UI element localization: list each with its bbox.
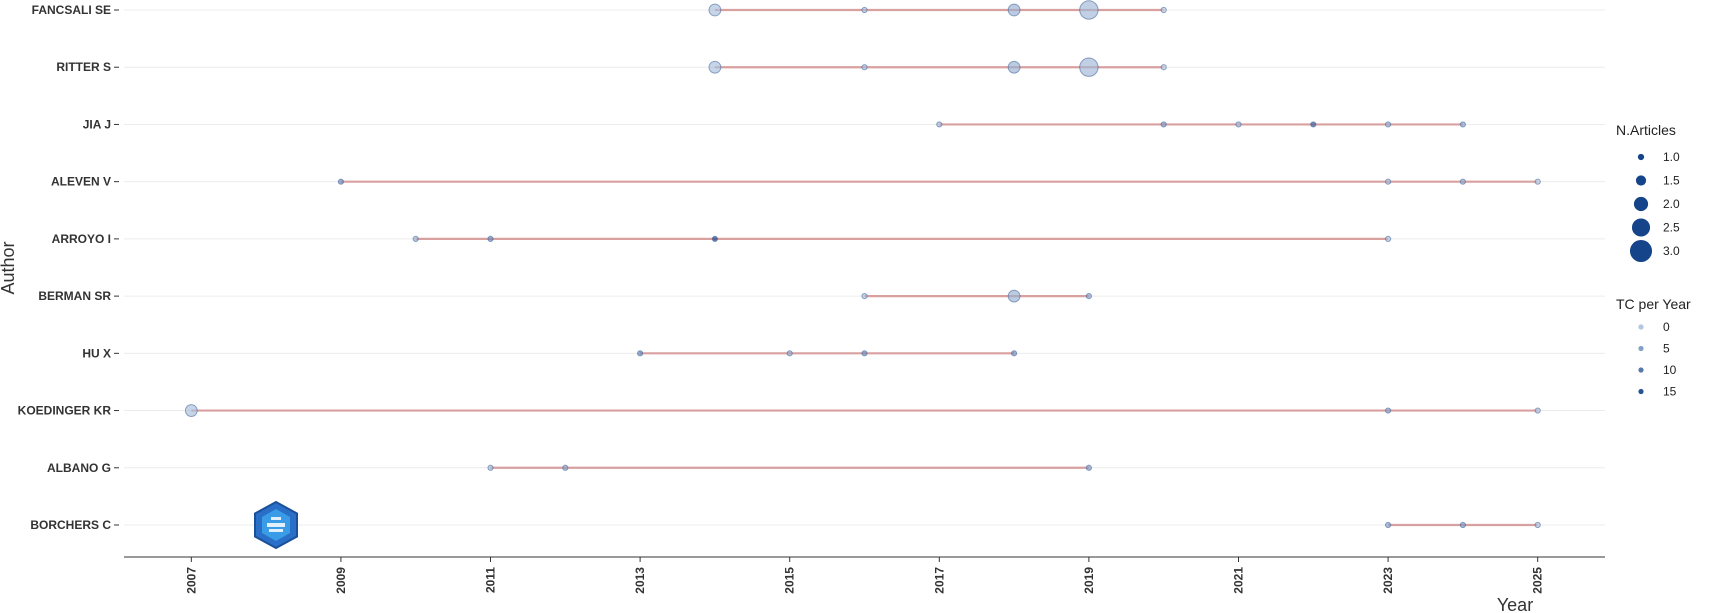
legend-size-label: 2.5 (1663, 221, 1680, 235)
data-point (1007, 60, 1021, 74)
author-timelines (191, 8, 1538, 527)
data-point (487, 464, 494, 471)
data-point (1079, 57, 1099, 77)
data-point (1534, 407, 1541, 414)
legend-color-marker (1638, 367, 1644, 373)
legend-color-marker (1638, 324, 1644, 330)
bibliometrix-logo (254, 500, 298, 550)
data-point (861, 6, 868, 14)
x-tick-label: 2009 (334, 567, 348, 594)
legend-tc-per-year: TC per Year 0 5 10 15 (1616, 296, 1691, 399)
y-tick-label: KOEDINGER KR (18, 404, 112, 418)
data-point (1384, 235, 1392, 242)
x-tick-label: 2015 (783, 567, 797, 594)
y-axis-title: Author (0, 241, 18, 294)
x-axis-title: Year (1497, 595, 1533, 613)
grid-lines (124, 9, 1605, 526)
legend-color-label: 5 (1663, 342, 1670, 356)
data-points (184, 0, 1541, 529)
y-tick-label: RITTER S (56, 60, 111, 74)
data-point (412, 235, 419, 242)
data-point (1384, 407, 1392, 414)
legend-n-articles: N.Articles 1.0 1.5 2.0 2.5 3.0 (1616, 122, 1680, 263)
data-point (1384, 121, 1392, 128)
y-tick-label: BERMAN SR (38, 289, 111, 303)
data-point (1079, 0, 1099, 20)
legend-size-label: 3.0 (1663, 244, 1680, 258)
data-point (708, 60, 722, 74)
y-tick-label: FANCSALI SE (32, 3, 111, 17)
legend-size-label: 1.0 (1663, 150, 1680, 164)
x-tick-label: 2011 (484, 567, 498, 593)
legend-size-marker (1631, 218, 1651, 237)
data-point (1160, 6, 1167, 14)
data-point (861, 64, 868, 71)
legend-size-marker (1637, 153, 1645, 161)
data-point (711, 235, 719, 242)
data-point (1085, 293, 1092, 300)
data-point (1534, 521, 1541, 529)
data-point (562, 464, 569, 471)
data-point (1160, 64, 1167, 71)
y-tick-label: HU X (82, 346, 111, 360)
data-point (1235, 121, 1242, 128)
x-tick-label: 2017 (932, 567, 946, 594)
legend-size-label: 2.0 (1663, 197, 1680, 211)
data-point (1160, 121, 1167, 128)
data-point (786, 350, 793, 357)
x-tick-label: 2007 (184, 567, 198, 594)
legend-color-label: 15 (1663, 385, 1677, 399)
y-tick-label: ALEVEN V (51, 175, 111, 189)
data-point (184, 404, 198, 417)
x-tick-label: 2021 (1231, 567, 1245, 594)
y-tick-label: ALBANO G (47, 461, 111, 475)
legend-size-marker (1633, 196, 1649, 212)
y-axis: FANCSALI SE RITTER S JIA J ALEVEN V ARROYO I… (18, 3, 119, 532)
legend-color-marker (1638, 345, 1644, 352)
x-tick-label: 2023 (1381, 567, 1395, 594)
data-point (708, 3, 722, 17)
data-point (487, 235, 494, 242)
y-tick-label: ARROYO I (52, 232, 111, 246)
data-point (861, 350, 868, 357)
data-point (1310, 121, 1317, 128)
legend-color-label: 10 (1663, 363, 1677, 377)
x-axis: 2007 2009 2011 2013 2015 2017 2019 2021 2023 2025 (124, 556, 1605, 594)
data-point (337, 178, 345, 185)
data-point (1085, 464, 1092, 471)
legend-color-marker (1638, 388, 1644, 395)
legend-tc-per-year-title: TC per Year (1616, 296, 1691, 312)
data-point (1459, 178, 1466, 185)
data-point (1007, 3, 1021, 17)
data-point (1384, 178, 1392, 185)
legend-size-marker (1629, 239, 1653, 263)
data-point (861, 293, 868, 300)
legend-n-articles-title: N.Articles (1616, 122, 1676, 138)
data-point (1010, 350, 1018, 357)
legend-color-label: 0 (1663, 320, 1670, 334)
y-tick-label: JIA J (83, 117, 111, 131)
data-point (936, 121, 943, 128)
data-point (1007, 289, 1021, 303)
legend-size-label: 1.5 (1663, 174, 1680, 188)
data-point (1459, 521, 1466, 529)
x-tick-label: 2013 (633, 567, 647, 594)
data-point (637, 350, 644, 357)
y-tick-label: BORCHERS C (30, 518, 111, 532)
legend-size-marker (1635, 175, 1647, 186)
x-tick-label: 2025 (1531, 567, 1545, 594)
data-point (1534, 178, 1541, 185)
x-tick-label: 2019 (1082, 567, 1096, 594)
data-point (1459, 121, 1466, 128)
data-point (1384, 521, 1392, 529)
